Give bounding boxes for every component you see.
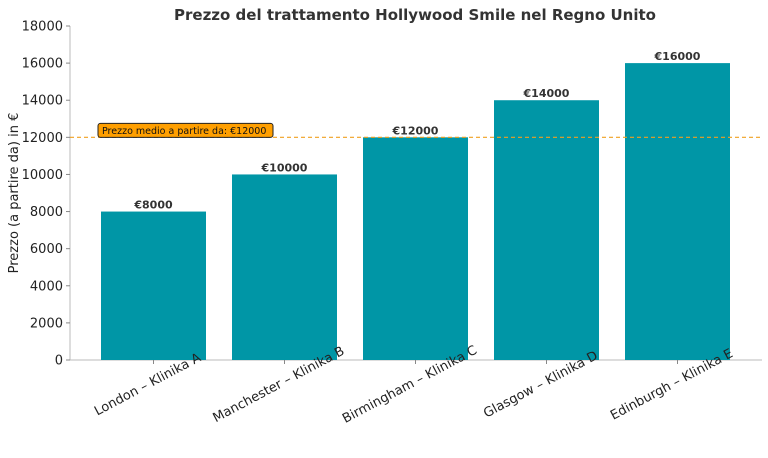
average-label-box [97, 122, 274, 138]
bar-value-label: €14000 [523, 87, 570, 100]
bar [363, 137, 468, 360]
bar [232, 174, 337, 360]
y-tick-label: 4000 [30, 279, 63, 294]
y-tick-label: 0 [55, 354, 63, 369]
chart-title: Prezzo del trattamento Hollywood Smile n… [174, 6, 656, 24]
bar-value-label: €12000 [392, 124, 439, 137]
y-tick-label: 12000 [22, 131, 63, 146]
bar-value-label: €10000 [261, 161, 308, 174]
y-axis-label: Prezzo (a partire da) in € [7, 113, 22, 274]
bar-value-label: €16000 [654, 50, 701, 63]
y-tick-label: 14000 [22, 94, 63, 109]
y-tick-label: 8000 [30, 205, 63, 220]
bar [625, 63, 730, 360]
y-tick-label: 18000 [22, 20, 63, 35]
bar [494, 100, 599, 360]
bar-value-label: €8000 [133, 199, 173, 212]
y-tick-label: 2000 [30, 316, 63, 331]
y-tick-label: 6000 [30, 242, 63, 257]
y-tick-label: 10000 [22, 168, 63, 183]
plot-area: 0 2000 4000 6000 8000 10000 12000 14000 16000 180… [22, 20, 762, 427]
y-tick-label: 16000 [22, 57, 63, 72]
average-label: Prezzo medio a partire da: €12000 [102, 126, 266, 137]
bar [101, 211, 206, 360]
x-tick-label: London – Klinika A [92, 350, 204, 419]
